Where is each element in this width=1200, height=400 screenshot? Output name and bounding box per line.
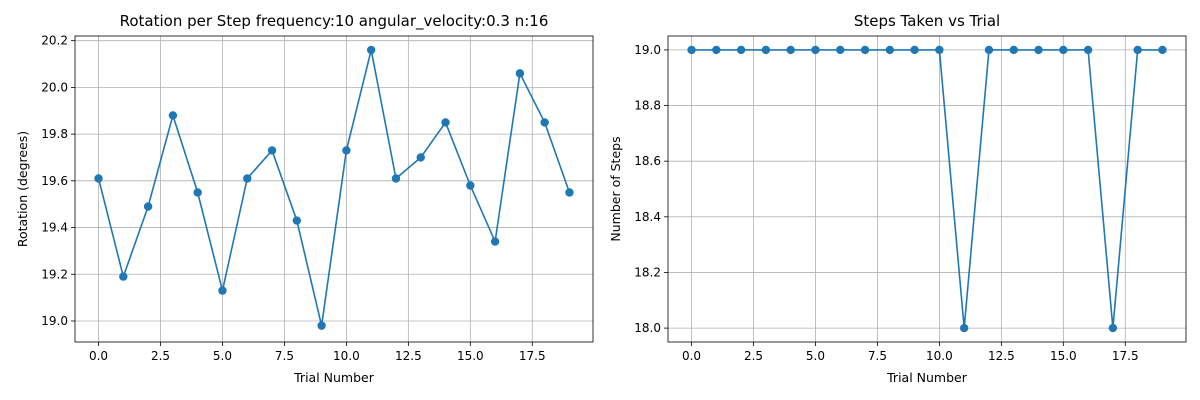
data-point	[1108, 323, 1118, 333]
series-line	[97, 49, 571, 326]
data-point	[218, 286, 227, 295]
plot-frame	[667, 35, 1187, 343]
data-point	[243, 174, 252, 183]
data-point	[786, 45, 795, 55]
y-tick-label: 18.4	[634, 210, 661, 224]
data-point	[119, 272, 128, 281]
data-point	[860, 45, 870, 55]
x-tick-label: 5.0	[213, 349, 232, 363]
x-tick-label: 15.0	[457, 349, 484, 363]
x-tick-label: 0.0	[682, 349, 701, 363]
data-point	[1158, 45, 1167, 55]
data-point	[565, 188, 574, 197]
x-tick-label: 5.0	[806, 349, 825, 363]
data-point	[540, 118, 549, 127]
y-tick-label: 18.0	[634, 321, 661, 335]
data-point	[317, 321, 326, 330]
x-tick-label: 12.5	[395, 349, 422, 363]
x-tick-label: 2.5	[151, 349, 170, 363]
data-point	[1059, 45, 1068, 55]
x-tick-label: 2.5	[744, 349, 763, 363]
data-point	[811, 45, 820, 55]
data-point	[761, 45, 771, 55]
data-point	[984, 45, 994, 55]
x-tick-label: 7.5	[275, 349, 294, 363]
data-point	[391, 174, 401, 183]
y-tick-label: 18.2	[634, 265, 661, 279]
plot-frame	[74, 35, 594, 343]
x-tick-label: 17.5	[1112, 349, 1139, 363]
data-point	[959, 323, 969, 333]
data-point	[1133, 45, 1142, 55]
chart-title: Rotation per Step frequency:10 angular_v…	[120, 12, 549, 31]
data-point	[267, 146, 277, 155]
x-tick-label: 12.5	[988, 349, 1015, 363]
y-tick-label: 20.2	[41, 34, 68, 48]
data-point	[935, 45, 944, 55]
data-point	[712, 45, 721, 55]
data-point	[910, 45, 919, 55]
data-point	[94, 174, 103, 183]
x-tick-label: 15.0	[1050, 349, 1077, 363]
x-axis-label: Trial Number	[293, 370, 375, 385]
data-point	[687, 45, 696, 55]
data-point	[466, 181, 475, 190]
y-tick-label: 19.8	[41, 127, 68, 141]
x-tick-label: 7.5	[868, 349, 887, 363]
y-axis-label: Rotation (degrees)	[15, 131, 30, 247]
data-point	[193, 188, 202, 197]
y-axis-label: Number of Steps	[608, 136, 623, 241]
data-point	[515, 69, 525, 78]
data-point	[1083, 45, 1093, 55]
data-point	[416, 153, 425, 162]
data-point	[1009, 45, 1018, 55]
x-tick-label: 10.0	[926, 349, 953, 363]
y-tick-label: 18.6	[634, 154, 661, 168]
y-tick-label: 20.0	[41, 80, 68, 94]
data-point	[885, 45, 895, 55]
x-axis-label: Trial Number	[886, 370, 968, 385]
steps-chart: 0.0 2.5 5.0 7.5 10.0 12.5 15.0 17.5 18.0 18.2 18.4…	[608, 12, 1187, 385]
x-tick-label: 0.0	[89, 349, 108, 363]
y-tick-label: 19.4	[41, 221, 68, 235]
data-point	[292, 216, 302, 225]
y-tick-label: 19.0	[634, 43, 661, 57]
data-point	[366, 45, 376, 55]
y-tick-label: 19.0	[41, 314, 68, 328]
series-line	[691, 49, 1163, 329]
y-tick-label: 19.2	[41, 267, 68, 281]
data-point	[836, 45, 845, 55]
y-tick-label: 19.6	[41, 174, 68, 188]
data-point	[143, 202, 153, 211]
rotation-chart: 0.0 2.5 5.0 7.5 10.0 12.5 15.0 17.5 19.0 19.2 19.4…	[15, 12, 594, 385]
x-tick-label: 10.0	[333, 349, 360, 363]
data-point	[490, 237, 500, 246]
x-tick-label: 17.5	[519, 349, 546, 363]
y-tick-label: 18.8	[634, 99, 661, 113]
data-point	[1034, 45, 1043, 55]
data-point	[736, 45, 746, 55]
data-point	[168, 111, 178, 120]
data-point	[342, 146, 351, 155]
data-point	[441, 118, 450, 127]
chart-title: Steps Taken vs Trial	[854, 12, 1000, 30]
